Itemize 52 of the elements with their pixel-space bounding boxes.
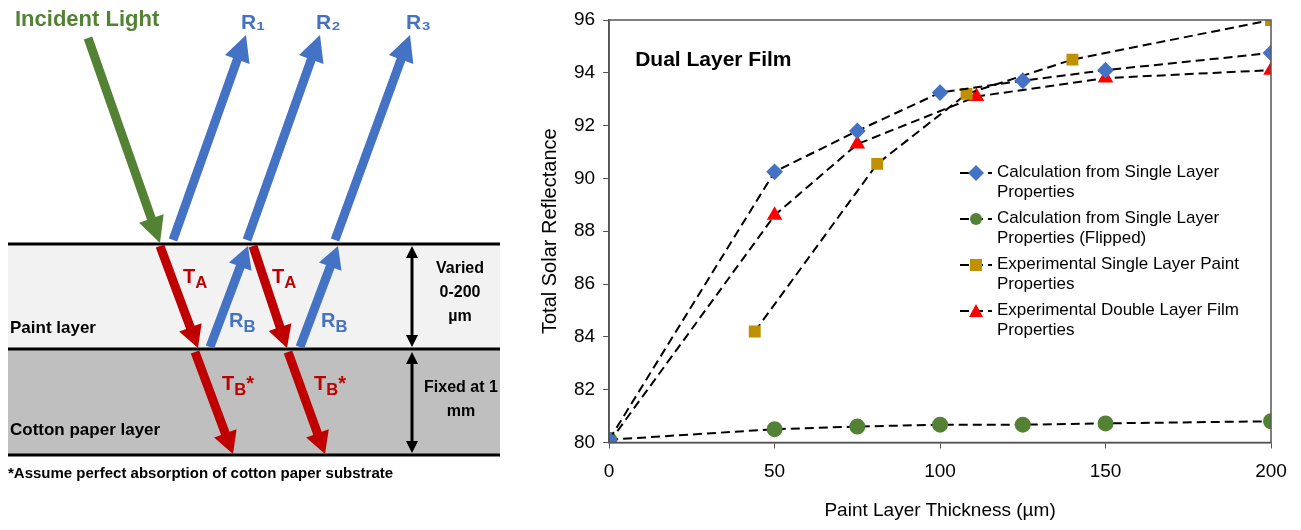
y-tick-label: 86	[573, 272, 596, 294]
text: Incident Light	[15, 6, 160, 32]
text: Paint layer	[10, 318, 96, 338]
point	[1014, 72, 1031, 89]
point	[1014, 416, 1031, 433]
text: R₃	[406, 10, 431, 34]
point	[766, 163, 783, 180]
legend-label: Experimental Single Layer Paint Properties	[997, 254, 1240, 295]
y-tick-label: 96	[573, 8, 596, 30]
text: T$_{B}$*	[314, 372, 347, 400]
x-tick-label: 150	[1089, 460, 1122, 482]
text: Varied 0-200 µm	[435, 258, 485, 326]
point	[850, 136, 865, 149]
point	[766, 421, 783, 438]
text: R$_{B}$	[321, 309, 348, 337]
legend-label: Calculation from Single Layer Properties (Flipped)	[997, 208, 1221, 249]
text: *Assume perfect absorption of cotton paper substrate	[8, 464, 394, 481]
text: Dual Layer Film	[635, 47, 792, 71]
y-tick-label: 82	[573, 377, 596, 399]
y-axis-title: Total Solar Reflectance	[537, 128, 560, 335]
text: Cotton paper layer	[10, 420, 161, 440]
point	[932, 84, 949, 101]
text: R₂	[316, 10, 341, 34]
y-tick-label: 88	[573, 219, 596, 241]
text: T$_{A}$	[183, 265, 208, 293]
point	[849, 122, 866, 139]
point	[767, 207, 782, 220]
text: T$_{A}$	[272, 265, 297, 293]
point	[969, 88, 984, 102]
y-tick-label: 80	[573, 430, 596, 452]
text: Fixed at 1 mm	[424, 377, 498, 421]
text: R₁	[241, 10, 265, 34]
text: R$_{B}$	[229, 309, 256, 337]
y-tick-label: 90	[573, 166, 596, 188]
text: T$_{B}$*	[222, 372, 255, 400]
point	[871, 157, 884, 170]
legend-label: Experimental Double Layer Film Properties	[997, 300, 1240, 341]
y-tick-label: 94	[573, 61, 596, 83]
point	[849, 418, 866, 435]
x-tick-label: 50	[764, 460, 786, 482]
legend-label: Calculation from Single Layer Properties	[997, 162, 1221, 203]
y-tick-label: 92	[573, 113, 596, 135]
point	[1066, 53, 1079, 66]
point	[1097, 415, 1114, 432]
point	[932, 416, 949, 433]
point	[1097, 62, 1114, 79]
y-tick-label: 84	[573, 325, 596, 347]
x-axis-title: Paint Layer Thickness (µm)	[824, 498, 1056, 520]
point	[748, 325, 761, 338]
x-tick-label: 100	[924, 460, 956, 482]
x-tick-label: 200	[1255, 460, 1287, 482]
x-tick-label: 0	[603, 460, 615, 482]
